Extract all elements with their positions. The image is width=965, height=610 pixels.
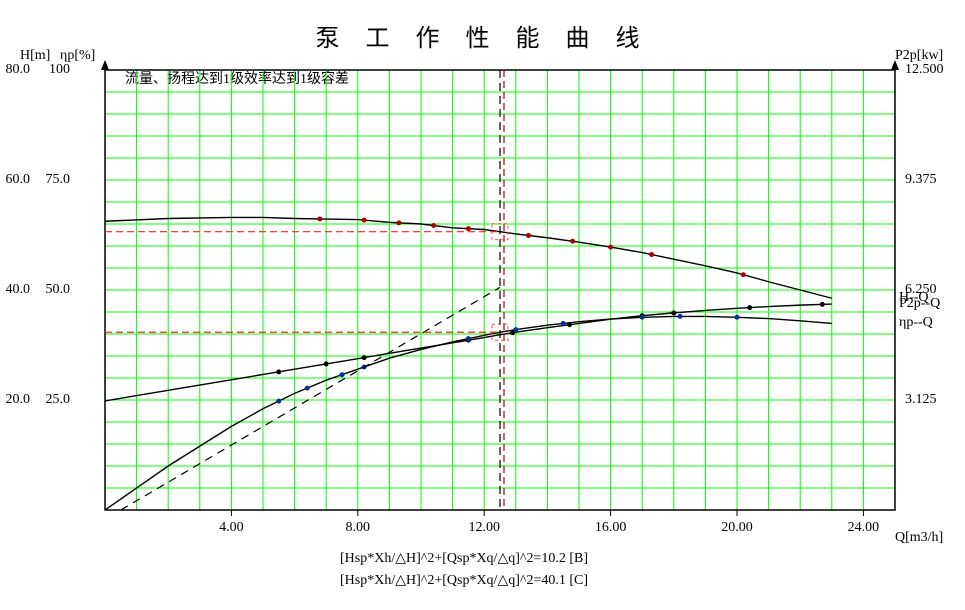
- x-tick: 12.00: [459, 520, 509, 536]
- x-tick: 16.00: [586, 520, 636, 536]
- x-tick: 24.00: [838, 520, 888, 536]
- np-tick: 25.0: [15, 392, 70, 408]
- P2p-tick: 3.125: [905, 392, 937, 408]
- x-tick: 4.00: [206, 520, 256, 536]
- legend-np_Q: ηp--Q: [899, 315, 933, 331]
- chart-svg: [0, 0, 965, 610]
- x-tick: 20.00: [712, 520, 762, 536]
- np-tick: 100: [15, 62, 70, 78]
- P2p-tick: 9.375: [905, 172, 937, 188]
- x-tick: 8.00: [333, 520, 383, 536]
- P2p-tick: 12.500: [905, 62, 944, 78]
- legend-P2p_Q: P2p--Q: [899, 296, 940, 312]
- np-tick: 75.0: [15, 172, 70, 188]
- np-tick: 50.0: [15, 282, 70, 298]
